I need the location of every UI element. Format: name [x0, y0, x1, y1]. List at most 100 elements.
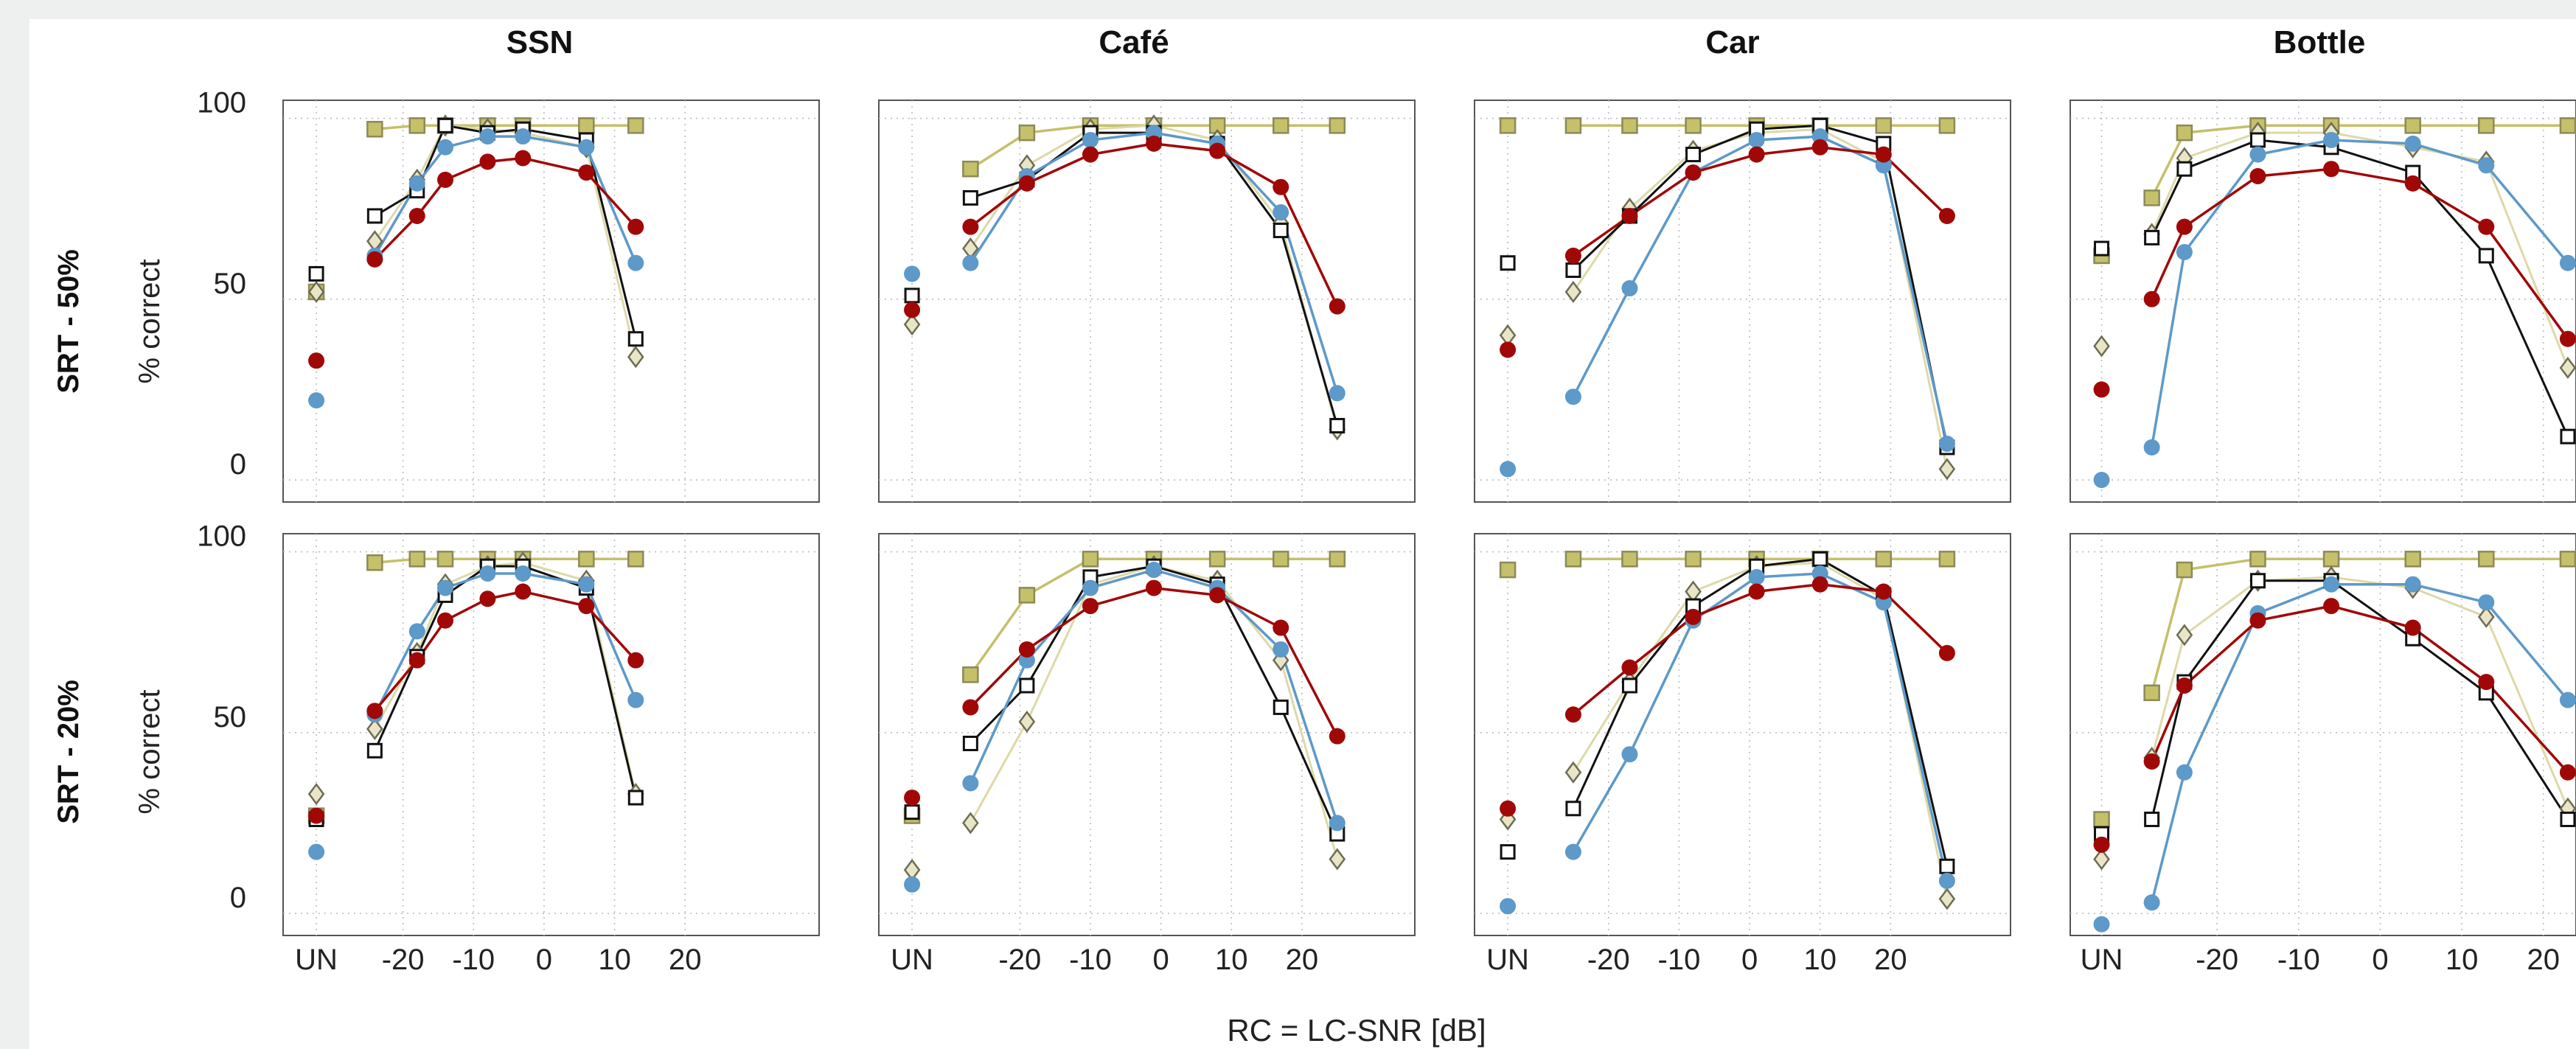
data-point-olive-square	[578, 551, 595, 568]
data-point-red-circle	[1018, 175, 1035, 192]
panel-data	[903, 114, 1346, 441]
data-point-red-circle	[2093, 381, 2110, 398]
data-point-diamond	[1938, 458, 1956, 481]
data-point-diamond	[1329, 848, 1346, 871]
data-point-olive-square	[436, 551, 454, 568]
data-point-red-circle	[1082, 146, 1099, 163]
plot-frame	[1474, 100, 2011, 503]
data-point-red-circle	[479, 590, 496, 607]
data-point-blue-circle	[904, 265, 921, 282]
data-point-olive-square	[366, 120, 383, 138]
data-point-open-square	[1500, 844, 1516, 860]
data-point-diamond	[366, 717, 383, 740]
data-point-blue-circle	[479, 128, 496, 145]
data-point-blue-circle	[1082, 131, 1099, 148]
x-tick-label: -10	[452, 944, 495, 976]
data-point-red-circle	[1685, 608, 1702, 625]
panel-data	[2093, 117, 2576, 489]
y-tick-label: 50	[214, 701, 247, 733]
data-point-blue-circle	[1500, 898, 1517, 915]
data-point-open-square	[1273, 223, 1289, 239]
data-point-red-circle	[1082, 598, 1099, 615]
data-point-diamond	[2559, 356, 2576, 380]
data-point-blue-circle	[1273, 204, 1289, 221]
data-point-olive-square	[408, 117, 425, 134]
data-point-red-circle	[1146, 135, 1163, 152]
data-point-red-circle	[2559, 764, 2576, 781]
data-point-red-circle	[2404, 175, 2421, 192]
row-title: SRT - 20%	[52, 680, 85, 824]
data-point-red-circle	[1621, 659, 1638, 676]
data-point-blue-circle	[1273, 641, 1289, 658]
data-point-blue-circle	[408, 175, 425, 192]
data-point-diamond	[627, 346, 644, 369]
panel-srt-50--0: 100 50 0	[197, 87, 820, 503]
x-tick-label: 20	[1874, 944, 1907, 976]
data-point-olive-square	[2404, 117, 2421, 134]
data-point-olive-square	[1499, 117, 1517, 134]
data-point-blue-circle	[2143, 439, 2160, 456]
y-tick-label: 100	[197, 520, 246, 553]
data-point-blue-circle	[627, 254, 644, 271]
data-point-blue-circle	[627, 691, 644, 708]
plot-frame	[2069, 533, 2576, 936]
data-point-red-circle	[962, 218, 979, 235]
data-point-open-square	[2249, 132, 2266, 148]
data-point-olive-square	[578, 117, 595, 134]
data-point-blue-circle	[2478, 157, 2495, 174]
column-title: Bottle	[2274, 24, 2366, 60]
y-tick-label: 0	[230, 448, 246, 481]
data-point-red-circle	[2093, 836, 2110, 853]
data-point-red-circle	[578, 164, 595, 181]
data-point-open-square	[1500, 255, 1516, 271]
data-point-diamond	[1564, 280, 1582, 304]
data-point-olive-square	[1082, 551, 1099, 568]
data-point-red-circle	[1018, 641, 1035, 658]
data-point-open-square	[962, 189, 978, 206]
data-point-olive-square	[2322, 551, 2340, 568]
data-point-olive-square	[1564, 551, 1582, 568]
data-point-diamond	[1938, 888, 1956, 910]
panel-srt-20--2: UN -20 -10 0 10 20	[1474, 533, 2011, 976]
data-point-red-circle	[308, 352, 325, 369]
data-point-open-square	[2249, 573, 2266, 589]
data-point-blue-circle	[2176, 244, 2193, 261]
data-point-diamond	[2093, 335, 2110, 358]
data-point-red-circle	[1811, 576, 1828, 593]
data-point-blue-circle	[515, 565, 532, 582]
data-point-olive-square	[2249, 551, 2266, 568]
data-point-open-square	[1685, 147, 1702, 163]
data-point-olive-square	[1938, 117, 1956, 134]
data-point-red-circle	[1875, 146, 1892, 163]
data-point-blue-circle	[1564, 843, 1581, 860]
plot-frame	[282, 533, 820, 936]
data-point-red-circle	[1748, 146, 1765, 163]
data-point-diamond	[307, 783, 325, 806]
data-point-blue-circle	[1621, 280, 1638, 297]
data-point-red-circle	[1273, 619, 1289, 636]
data-point-olive-square	[1938, 551, 1956, 568]
data-point-red-circle	[1329, 728, 1346, 745]
data-point-red-circle	[1500, 341, 1517, 358]
x-tick-label: -20	[998, 944, 1041, 976]
data-point-open-square	[437, 117, 453, 133]
data-point-blue-circle	[1938, 435, 1955, 452]
data-point-red-circle	[479, 153, 496, 170]
data-point-blue-circle	[515, 128, 532, 145]
data-point-blue-circle	[962, 775, 979, 792]
data-point-red-circle	[1564, 247, 1581, 264]
data-point-blue-circle	[308, 843, 325, 860]
data-point-olive-square	[1621, 551, 1638, 568]
x-tick-label: -20	[2196, 944, 2238, 976]
data-point-blue-circle	[1748, 131, 1765, 148]
data-point-olive-square	[2559, 117, 2576, 134]
x-tick-label: UN	[295, 944, 338, 976]
data-point-red-circle	[437, 171, 454, 188]
data-point-red-circle	[962, 699, 979, 716]
data-point-olive-square	[1329, 117, 1346, 134]
data-point-diamond	[1564, 761, 1582, 784]
x-tick-label: UN	[891, 944, 933, 976]
data-point-red-circle	[366, 703, 383, 719]
data-point-olive-square	[1499, 561, 1517, 579]
